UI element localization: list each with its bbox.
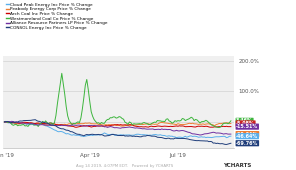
Legend: Cloud Peak Energy Inc Price % Change, Peabody Energy Corp Price % Change, Arch C: Cloud Peak Energy Inc Price % Change, Pe… <box>5 2 108 30</box>
Text: 3.46%: 3.46% <box>236 118 253 123</box>
Text: -69.76%: -69.76% <box>236 141 258 146</box>
Text: -39.91%: -39.91% <box>236 132 259 137</box>
Text: -5.08%: -5.08% <box>236 121 255 126</box>
Text: -15.51%: -15.51% <box>236 124 258 129</box>
Text: YCHARTS: YCHARTS <box>223 163 252 168</box>
Text: -46.64%: -46.64% <box>236 134 258 139</box>
Text: Aug 14 2019, 4:07PM EDT.   Powered by YCHARTS: Aug 14 2019, 4:07PM EDT. Powered by YCHA… <box>76 164 173 168</box>
